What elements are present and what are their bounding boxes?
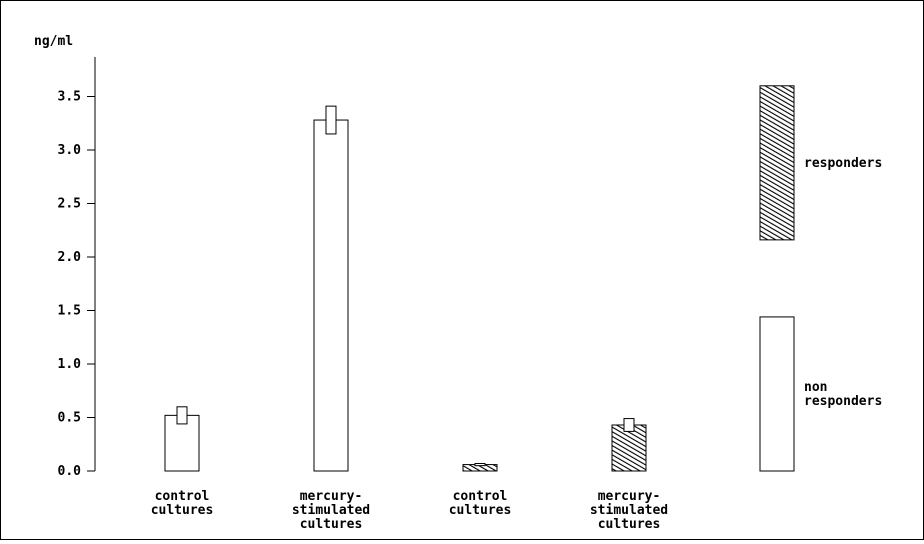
y-tick-label: 1.0	[58, 357, 82, 372]
y-tick-label: 0.5	[58, 411, 81, 426]
legend-label: responders	[804, 394, 882, 409]
y-tick-label: 3.0	[58, 143, 82, 158]
bars-group	[164, 105, 647, 472]
category-label: stimulated	[590, 503, 668, 518]
y-tick-label: 2.0	[58, 250, 82, 265]
legend-label: non	[804, 380, 827, 395]
x-axis-labels: controlculturesmercury-stimulatedculture…	[151, 489, 668, 532]
error-bar	[325, 105, 337, 135]
category-label: control	[453, 489, 508, 504]
bar	[313, 119, 349, 472]
bar	[611, 424, 647, 472]
error-bar	[176, 406, 188, 425]
category-label: cultures	[300, 517, 363, 532]
legend-label: responders	[804, 156, 882, 171]
error-bar	[474, 463, 486, 467]
y-tick-label: 3.5	[58, 90, 81, 105]
category-label: mercury-	[598, 489, 661, 504]
y-tick-label: 0.0	[58, 464, 82, 479]
y-tick-label: 2.5	[58, 197, 81, 212]
legend-swatch	[759, 85, 795, 241]
y-axis-label: ng/ml	[34, 34, 73, 49]
y-axis-ticks: 0.0 0.5 1.0 1.5 2.0 2.5 3.0 3.5	[58, 90, 95, 479]
category-label: control	[155, 489, 210, 504]
legend-swatch	[759, 316, 795, 472]
category-label: stimulated	[292, 503, 370, 518]
category-label: cultures	[449, 503, 512, 518]
category-label: cultures	[598, 517, 661, 532]
y-tick-label: 1.5	[58, 304, 81, 319]
category-label: cultures	[151, 503, 214, 518]
error-bar	[623, 418, 635, 432]
category-label: mercury-	[300, 489, 363, 504]
